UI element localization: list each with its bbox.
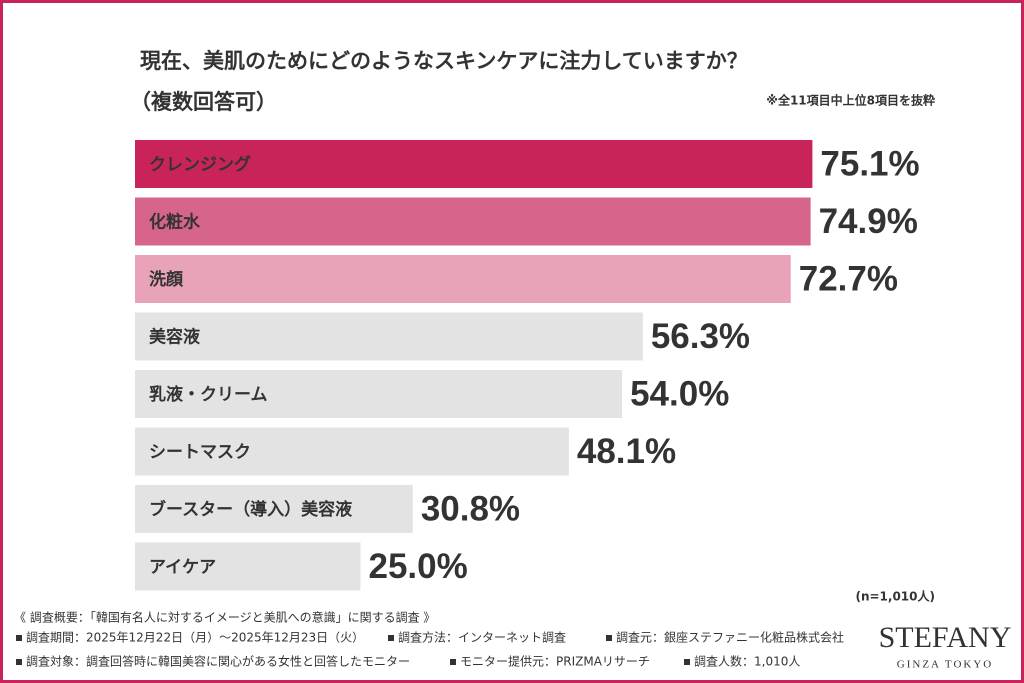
category-label: ブースター（導入）美容液 (149, 499, 352, 520)
bullet (450, 659, 456, 665)
footer-item: 調査元：銀座ステファニー化粧品株式会社 (616, 630, 844, 645)
bullet (606, 635, 612, 641)
chart-subtitle: （複数回答可） (130, 90, 277, 114)
category-label: 美容液 (149, 327, 200, 348)
category-label: シートマスク (149, 443, 251, 463)
footer-items: 調査期間：2025年12月22日（月）～2025年12月23日（火） 調査方法：… (16, 630, 844, 669)
chart-title: 現在、美肌のためにどのようなスキンケアに注力していますか？ (140, 49, 748, 73)
footer-heading: 《 調査概要：「韓国有名人に対するイメージと美肌への意識」に関する調査 》 (14, 610, 435, 625)
category-label: 洗顔 (149, 269, 184, 290)
value-label: 48.1% (577, 432, 676, 471)
bar (135, 485, 413, 533)
bar (135, 197, 811, 246)
footer-item: 調査人数：1,010人 (694, 654, 800, 669)
bar (135, 542, 361, 591)
bar (135, 140, 813, 188)
bar (135, 427, 569, 476)
category-label: アイケア (149, 558, 216, 578)
value-label: 56.3% (651, 317, 750, 356)
bullet (16, 659, 22, 665)
value-label: 25.0% (369, 547, 468, 586)
category-label: 化粧水 (149, 212, 201, 233)
bullet (684, 659, 690, 665)
logo-tagline: GINZA TOKYO (897, 659, 993, 671)
bullet (16, 635, 22, 641)
note: ※全11項目中上位8項目を抜粋 (766, 93, 935, 108)
value-label: 72.7% (799, 259, 898, 298)
bar (135, 370, 623, 418)
sample-size: (n=1,010人) (855, 589, 935, 604)
value-label: 30.8% (421, 489, 520, 528)
value-label: 54.0% (630, 374, 729, 413)
category-label: クレンジング (149, 154, 251, 175)
footer-item: 調査対象：調査回答時に韓国美容に関心がある女性と回答したモニター (26, 654, 410, 669)
bullet (388, 635, 394, 641)
logo: STEFANY (879, 621, 1012, 654)
bar (135, 312, 643, 361)
category-label: 乳液・クリーム (149, 384, 268, 405)
bar (135, 255, 791, 303)
footer-item: モニター提供元：PRIZMAリサーチ (460, 654, 650, 669)
value-label: 75.1% (820, 144, 919, 183)
footer-item: 調査期間：2025年12月22日（月）～2025年12月23日（火） (26, 631, 364, 645)
value-label: 74.9% (819, 202, 918, 241)
footer-item: 調査方法：インターネット調査 (398, 630, 566, 645)
